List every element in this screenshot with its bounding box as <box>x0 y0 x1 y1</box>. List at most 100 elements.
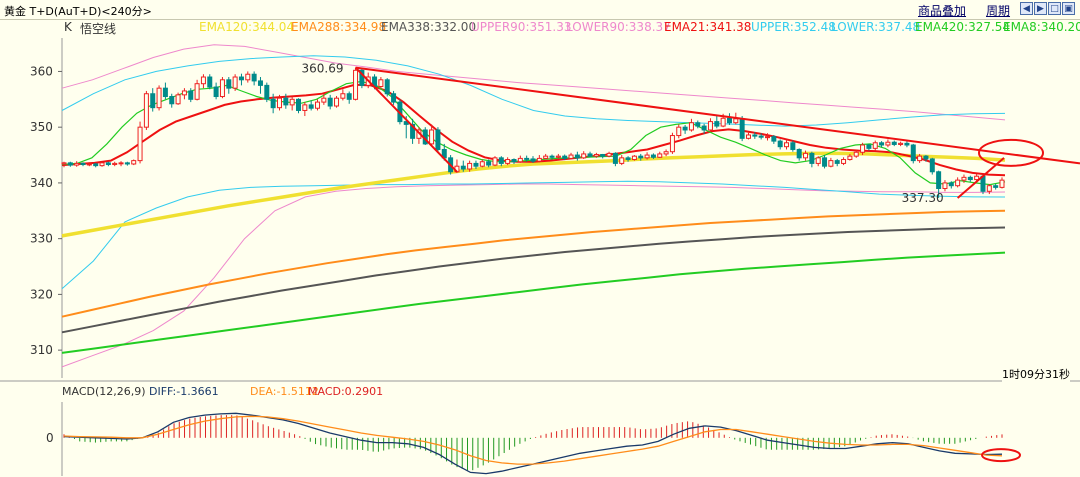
expand-icon[interactable]: □ <box>1048 2 1061 15</box>
legend-ema21: EMA21:341.38 <box>664 20 752 34</box>
candle <box>790 140 796 152</box>
candle <box>429 124 435 146</box>
legend-upper90: UPPER90:351.33 <box>471 20 572 34</box>
countdown-timer: 1时09分31秒 <box>1002 366 1070 382</box>
y-tick-label: 360 <box>30 64 53 78</box>
macd-legend: MACD(12,26,9) DIFF:-1.3661 DEA:-1.5112 M… <box>0 384 600 400</box>
period-link[interactable]: 周期 <box>986 4 1011 18</box>
legend-ema420: EMA420:327.54 <box>915 20 1011 34</box>
candle <box>86 162 92 167</box>
candle <box>568 152 574 160</box>
candle <box>156 85 162 111</box>
candle <box>511 158 517 164</box>
candle <box>422 127 428 146</box>
candle <box>955 177 961 188</box>
series-line-upper90 <box>61 44 1006 121</box>
candle <box>296 98 301 114</box>
series-line-ema288 <box>61 209 1006 318</box>
candle <box>257 77 263 94</box>
candle <box>765 133 770 141</box>
candle <box>942 180 948 192</box>
wukong-label: 悟空线 <box>80 22 117 36</box>
macd-zero-label: 0 <box>46 431 54 445</box>
candle <box>353 67 359 101</box>
candle <box>473 160 479 169</box>
candle <box>391 90 397 105</box>
candle <box>143 90 149 130</box>
candle <box>213 82 219 100</box>
candle <box>517 155 523 163</box>
candle <box>726 113 732 125</box>
highlight-ellipse <box>978 138 1044 167</box>
trend-line <box>354 66 458 173</box>
candle <box>321 93 327 105</box>
candle <box>657 151 663 158</box>
overlay-link[interactable]: 商品叠加 <box>918 4 967 18</box>
candle <box>574 151 580 161</box>
candle <box>993 184 999 190</box>
series-line-upper <box>61 55 1006 127</box>
candle <box>803 150 809 161</box>
candle <box>929 157 935 175</box>
candle <box>619 155 625 166</box>
candle <box>150 88 156 112</box>
candle <box>784 140 790 150</box>
candle <box>904 141 910 148</box>
candle <box>270 93 276 114</box>
candle <box>302 102 308 117</box>
candle <box>809 151 815 168</box>
candle <box>752 132 758 139</box>
candle <box>841 157 847 166</box>
legend-macd: MACD:0.2901 <box>308 385 384 398</box>
legend-lower: LOWER:337.48 <box>831 20 921 34</box>
candle <box>650 153 656 159</box>
candle <box>93 162 99 168</box>
candle <box>346 91 352 104</box>
candle <box>758 133 764 140</box>
k-label: K <box>64 20 72 34</box>
arrow-left-icon[interactable]: ◀ <box>1020 2 1033 15</box>
candle <box>327 94 333 110</box>
arrow-right-icon[interactable]: ▶ <box>1034 2 1047 15</box>
candle <box>162 82 168 100</box>
candle <box>486 159 492 168</box>
candle <box>479 159 485 168</box>
macd-highlight-ellipse <box>981 448 1021 463</box>
candle <box>682 124 688 134</box>
restore-icon[interactable]: ▣ <box>1062 2 1075 15</box>
candle <box>853 150 859 158</box>
candle <box>543 153 549 160</box>
candle <box>967 175 973 182</box>
candle <box>536 155 542 163</box>
candle <box>207 74 213 90</box>
candle <box>695 120 701 129</box>
candle <box>219 77 225 99</box>
candle <box>118 161 124 167</box>
candle <box>340 89 346 101</box>
legend-lower90: LOWER90:338.37 <box>566 20 671 34</box>
series-line-ema120 <box>61 151 1006 238</box>
candle <box>308 100 314 111</box>
candle <box>200 74 206 89</box>
candle <box>99 161 105 167</box>
candle <box>612 152 618 167</box>
candle <box>378 77 384 89</box>
legend-ema288: EMA288:334.98 <box>291 20 387 34</box>
candle <box>663 149 669 157</box>
candle <box>834 158 840 167</box>
candle <box>891 140 897 147</box>
candle <box>866 143 872 151</box>
y-tick-label: 320 <box>30 287 53 301</box>
candle <box>61 161 67 168</box>
candle <box>435 127 441 153</box>
candle <box>936 170 942 198</box>
series-line-ema8 <box>61 80 1006 186</box>
candle <box>562 154 568 161</box>
candle <box>194 79 200 101</box>
candle <box>847 153 853 161</box>
candle <box>917 153 923 163</box>
candle <box>67 161 73 167</box>
candle <box>524 155 530 162</box>
candle <box>264 82 270 103</box>
